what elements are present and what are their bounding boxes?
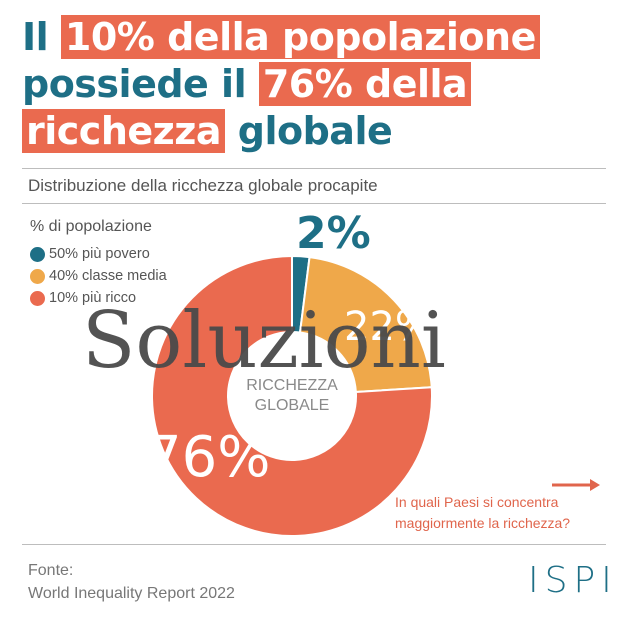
legend-item-richest: 10% più ricco xyxy=(30,290,136,306)
legend-item-poorest: 50% più povero xyxy=(30,246,150,262)
cta-line-1: In quali Paesi si concentra xyxy=(395,494,559,510)
legend-label: 40% classe media xyxy=(49,268,167,284)
divider-subtitle xyxy=(22,203,606,204)
headline-line-1: Il 10% della popolazione xyxy=(22,14,612,61)
watermark: Soluzioni xyxy=(82,296,446,386)
headline: Il 10% della popolazione possiede il 76%… xyxy=(22,14,612,155)
data-label-richest: 76% xyxy=(146,425,270,490)
source-value: World Inequality Report 2022 xyxy=(28,585,235,602)
headline-line-3: ricchezza globale xyxy=(22,108,612,155)
legend-swatch xyxy=(30,268,45,284)
center-label-line-1: RICCHEZZA xyxy=(246,377,338,394)
legend-swatch xyxy=(30,290,45,306)
headline-text: Il xyxy=(22,15,61,59)
legend-label: 10% più ricco xyxy=(49,290,137,306)
headline-line-2: possiede il 76% della xyxy=(22,61,612,108)
legend-item-middle: 40% classe media xyxy=(30,268,167,284)
headline-highlight: 10% della popolazione xyxy=(60,15,540,59)
headline-highlight: 76% della xyxy=(258,62,472,106)
headline-highlight: ricchezza xyxy=(22,109,226,153)
arrow-right-icon[interactable] xyxy=(552,478,602,492)
slice-richest xyxy=(151,254,433,537)
ispi-logo: ISPI xyxy=(528,560,618,601)
legend-title: % di popolazione xyxy=(30,218,152,235)
data-label-middle: 22% xyxy=(344,304,433,350)
divider-top xyxy=(22,168,606,169)
data-label-poorest: 2% xyxy=(296,208,371,259)
source-label: Fonte: xyxy=(28,562,74,579)
headline-text: possiede il xyxy=(22,62,259,106)
legend-swatch xyxy=(30,246,45,262)
center-label-line-2: GLOBALE xyxy=(255,397,330,414)
slice-middle xyxy=(298,255,433,394)
subtitle: Distribuzione della ricchezza globale pr… xyxy=(28,176,378,195)
legend-label: 50% più povero xyxy=(49,246,150,262)
cta-link[interactable]: In quali Paesi si concentra maggiormente… xyxy=(395,492,625,534)
cta-line-2: maggiormente la ricchezza? xyxy=(395,515,571,531)
divider-bottom xyxy=(22,544,606,545)
headline-text: globale xyxy=(225,109,393,153)
